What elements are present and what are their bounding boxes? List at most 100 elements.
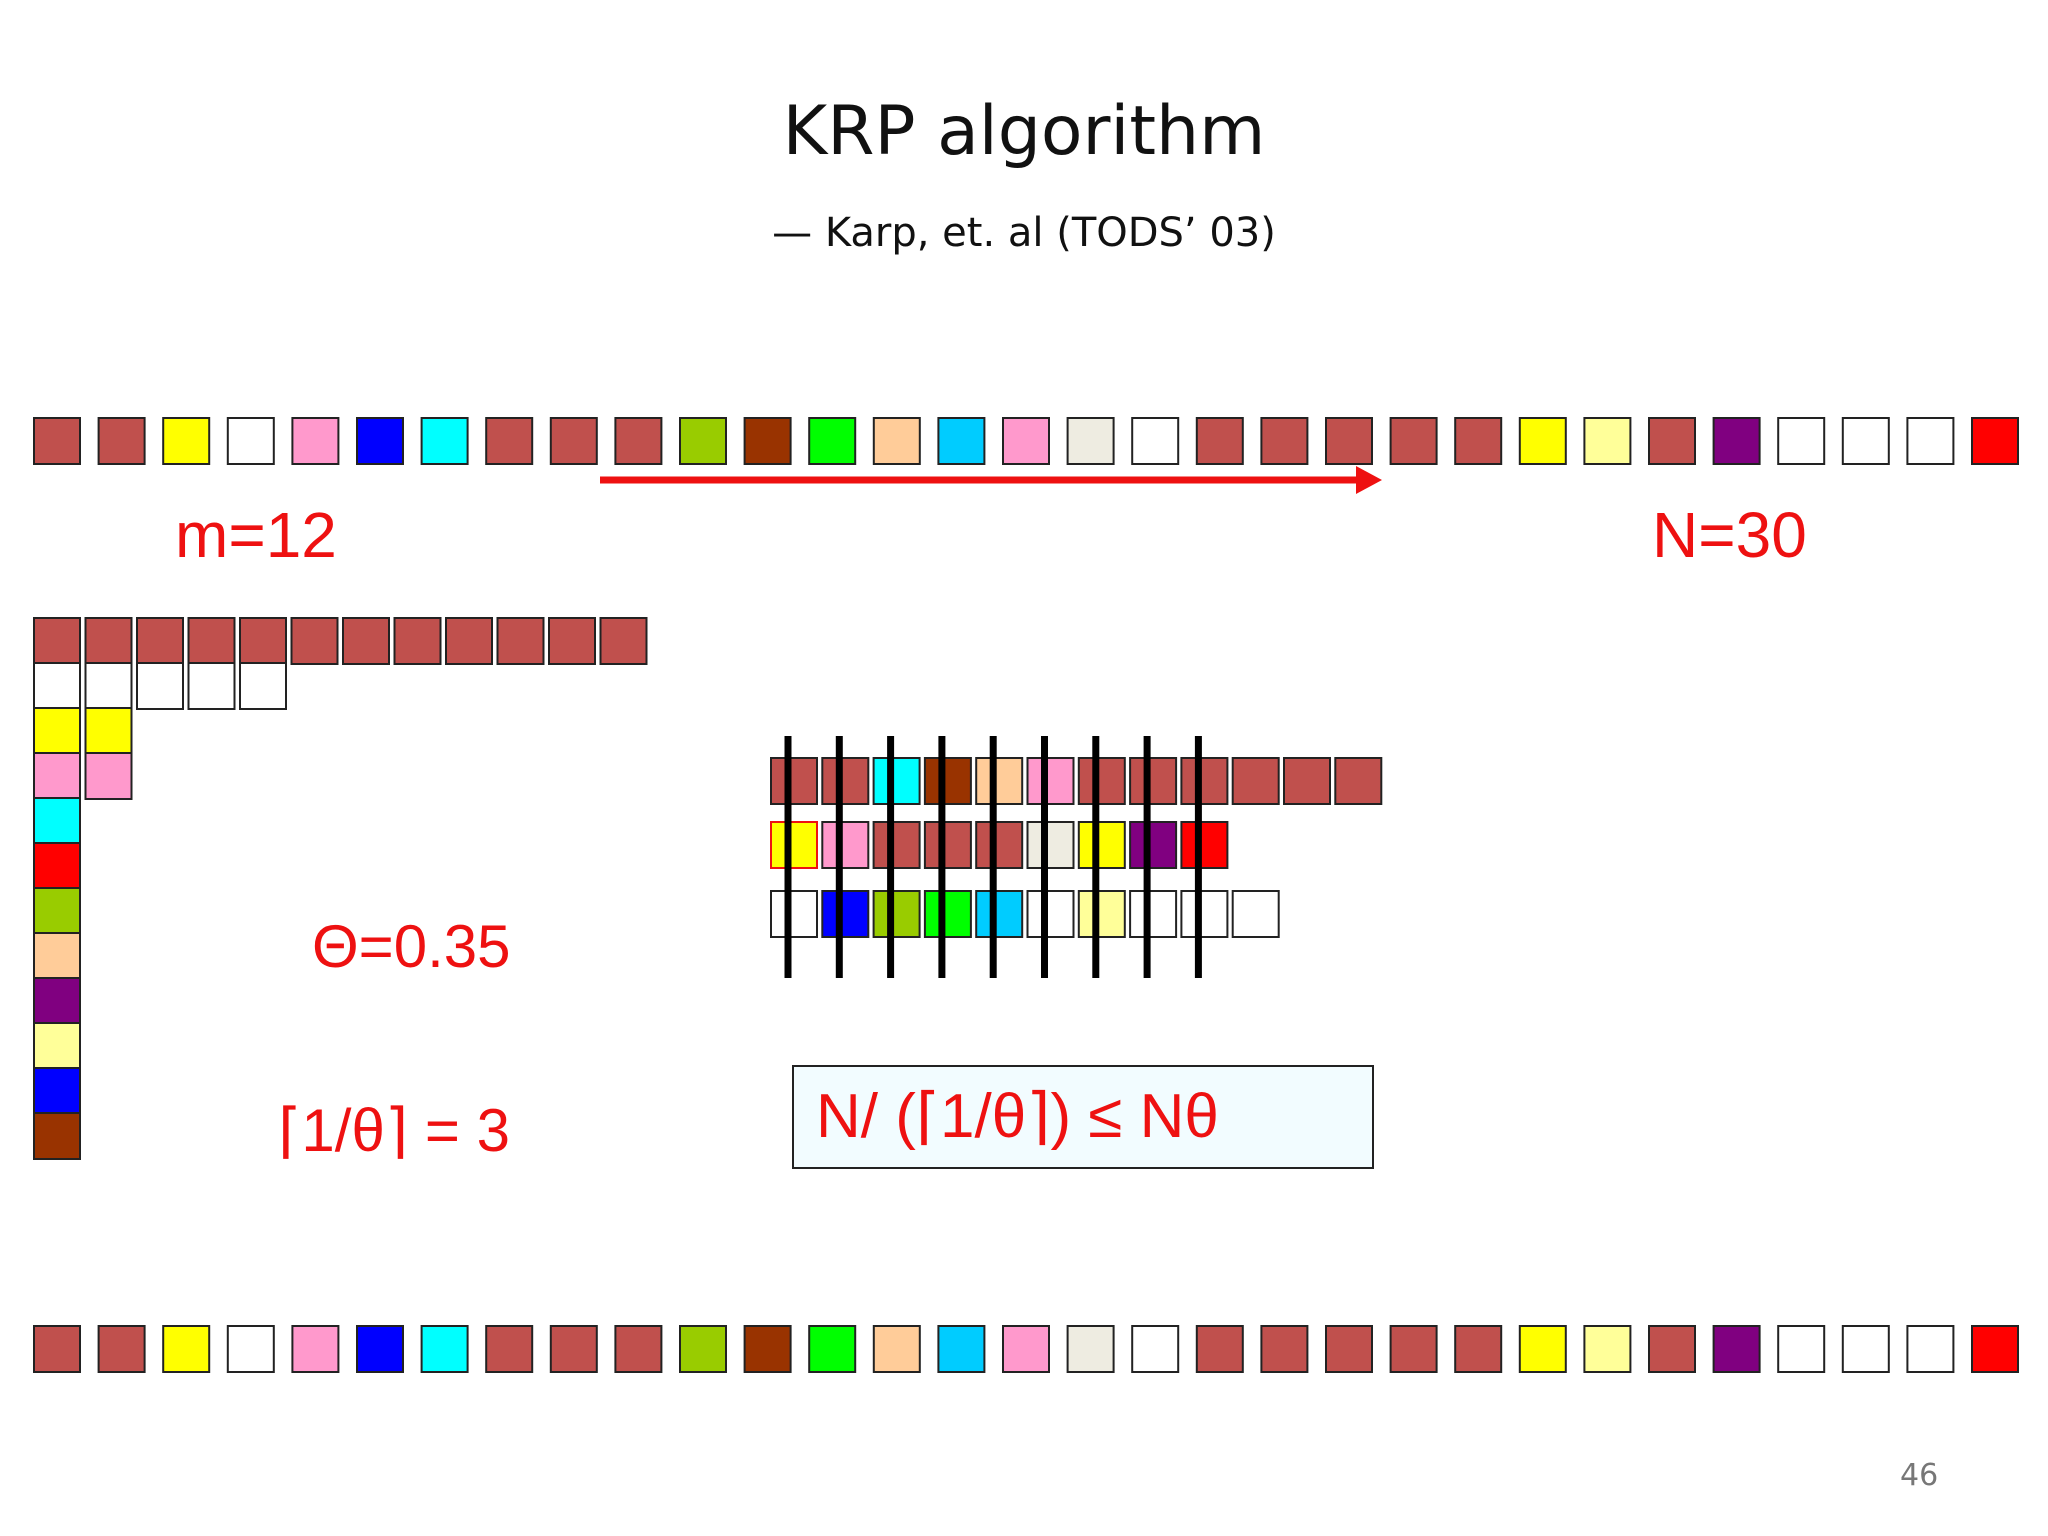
count-cell bbox=[599, 617, 648, 665]
grid-cell bbox=[923, 821, 972, 869]
stream-top-item bbox=[1325, 417, 1373, 465]
grid-cell bbox=[975, 757, 1024, 805]
count-cell bbox=[136, 662, 184, 710]
count-cell bbox=[33, 887, 81, 935]
count-cell bbox=[548, 617, 596, 665]
slide-title: KRP algorithm bbox=[782, 92, 1266, 171]
grid-cell bbox=[1231, 890, 1280, 938]
stream-top-item bbox=[485, 417, 534, 465]
grid-cell bbox=[1180, 890, 1229, 938]
stream-bottom-item bbox=[1906, 1325, 1955, 1373]
count-cell bbox=[33, 977, 81, 1025]
stream-top-item bbox=[1841, 417, 1890, 465]
grid-cell bbox=[821, 757, 870, 805]
page-number: 46 bbox=[1900, 1458, 1939, 1493]
stream-top-item bbox=[937, 417, 986, 465]
stream-bottom-item bbox=[291, 1325, 340, 1373]
stream-top-item bbox=[614, 417, 663, 465]
count-cell bbox=[33, 617, 81, 665]
grid-cell bbox=[1180, 821, 1229, 869]
count-cell bbox=[342, 617, 390, 665]
grid-cell bbox=[821, 890, 870, 938]
grid-cell bbox=[923, 757, 972, 805]
stream-bottom-item bbox=[1712, 1325, 1761, 1373]
stream-bottom-item bbox=[356, 1325, 404, 1373]
stream-top-item bbox=[1971, 417, 2019, 465]
grid-cell bbox=[770, 890, 818, 938]
stream-top-item bbox=[1002, 417, 1050, 465]
stream-top-item bbox=[97, 417, 146, 465]
label-n: N=30 bbox=[1652, 499, 1807, 571]
count-cell bbox=[33, 1112, 81, 1160]
stream-bottom-item bbox=[1971, 1325, 2019, 1373]
grid-cell bbox=[1129, 757, 1178, 805]
grid-cell bbox=[1026, 757, 1075, 805]
stream-bottom-item bbox=[1389, 1325, 1438, 1373]
stream-bottom-item bbox=[33, 1325, 81, 1373]
count-cell bbox=[496, 617, 545, 665]
stream-bottom-item bbox=[1002, 1325, 1050, 1373]
stream-bottom-item bbox=[1195, 1325, 1244, 1373]
stream-bottom-item bbox=[162, 1325, 211, 1373]
stream-top-item bbox=[1712, 417, 1761, 465]
stream-bottom-item bbox=[1583, 1325, 1632, 1373]
stream-bottom-item bbox=[1648, 1325, 1696, 1373]
grid-cell bbox=[872, 821, 921, 869]
stream-top-item bbox=[1454, 417, 1503, 465]
grid-cell bbox=[1231, 757, 1280, 805]
count-cell bbox=[239, 617, 287, 665]
grid-cell bbox=[923, 890, 972, 938]
grid-cell bbox=[1026, 890, 1075, 938]
grid-cell bbox=[1129, 821, 1178, 869]
grid-cell bbox=[1180, 757, 1229, 805]
stream-arrow-head bbox=[1356, 466, 1382, 494]
stream-bottom-item bbox=[808, 1325, 857, 1373]
count-cell bbox=[84, 752, 133, 800]
stream-top-item bbox=[162, 417, 211, 465]
stream-top-item bbox=[549, 417, 598, 465]
count-cell bbox=[239, 662, 287, 710]
stream-top-item bbox=[1583, 417, 1632, 465]
grid-cell bbox=[1077, 757, 1126, 805]
stream-bottom-item bbox=[1454, 1325, 1503, 1373]
stream-top-item bbox=[1131, 417, 1180, 465]
count-cell bbox=[33, 752, 81, 800]
stream-bottom-item bbox=[1066, 1325, 1115, 1373]
stream-bottom-item bbox=[420, 1325, 469, 1373]
formula-text: N/ (⌈1/θ⌉) ≤ Nθ bbox=[816, 1082, 1219, 1151]
stream-top-item bbox=[356, 417, 404, 465]
count-cell bbox=[33, 707, 81, 755]
grid-cell bbox=[1077, 890, 1126, 938]
stream-bottom-item bbox=[872, 1325, 921, 1373]
stream-bottom-item bbox=[97, 1325, 146, 1373]
grid-cell bbox=[975, 890, 1024, 938]
formula-box: N/ (⌈1/θ⌉) ≤ Nθ bbox=[792, 1065, 1374, 1169]
grid-cell bbox=[1129, 890, 1178, 938]
count-cell bbox=[187, 617, 236, 665]
grid-cell bbox=[1334, 757, 1383, 805]
count-cell bbox=[84, 662, 133, 710]
grid-cell bbox=[1077, 821, 1126, 869]
label-theta: Θ=0.35 bbox=[312, 913, 511, 980]
stream-bottom-item bbox=[1777, 1325, 1826, 1373]
grid-cell bbox=[872, 890, 921, 938]
grid-cell bbox=[1026, 821, 1075, 869]
grid-cell bbox=[975, 821, 1024, 869]
stream-bottom-item bbox=[485, 1325, 534, 1373]
count-cell bbox=[33, 1067, 81, 1115]
count-cell bbox=[33, 1022, 81, 1070]
label-ceil-expression: ⌈1/θ⌉ = 3 bbox=[278, 1097, 510, 1164]
stream-top-item bbox=[1648, 417, 1696, 465]
grid-cell bbox=[1283, 757, 1331, 805]
stream-top-item bbox=[743, 417, 792, 465]
count-cell bbox=[33, 842, 81, 890]
count-cell bbox=[393, 617, 442, 665]
count-cell bbox=[33, 797, 81, 845]
count-cell bbox=[84, 617, 133, 665]
label-m: m=12 bbox=[175, 499, 337, 571]
stream-bottom-item bbox=[1841, 1325, 1890, 1373]
grid-cell bbox=[821, 821, 870, 869]
grid-cell bbox=[770, 757, 818, 805]
count-cell bbox=[187, 662, 236, 710]
